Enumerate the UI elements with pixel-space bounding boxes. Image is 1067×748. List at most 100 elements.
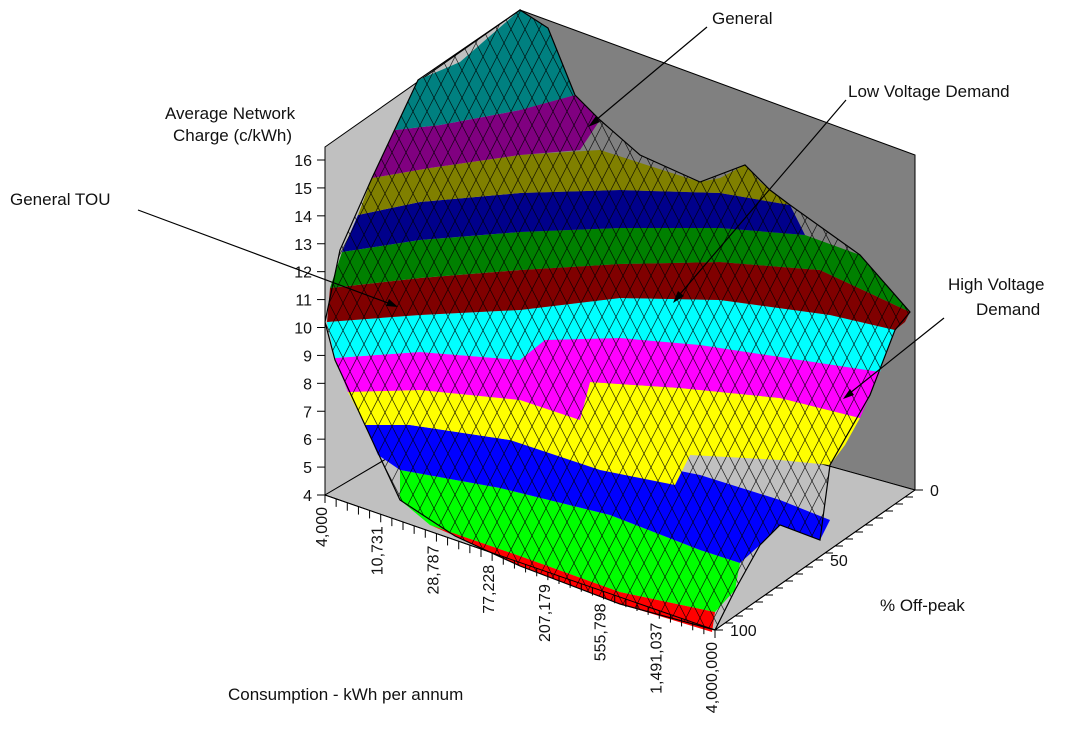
mesh-line xyxy=(0,0,64,743)
mesh-line xyxy=(0,0,106,743)
mesh-line xyxy=(325,10,611,630)
z-tick-label: 8 xyxy=(303,376,312,393)
mesh-line xyxy=(325,10,499,630)
surface-outline xyxy=(324,9,911,631)
mesh-line xyxy=(0,0,78,743)
z-tick-label: 4 xyxy=(303,488,312,505)
z-axis-title-line2: Charge (c/kWh) xyxy=(173,126,292,145)
surface-band xyxy=(400,470,740,612)
surface-band xyxy=(348,382,860,485)
surface-band xyxy=(335,338,880,420)
surface-band xyxy=(330,228,910,312)
annotation-high-voltage-label-line2: Demand xyxy=(976,300,1040,319)
y-axis-ticks: 0 50 100 xyxy=(715,483,939,640)
mesh-line xyxy=(325,10,639,630)
x-axis-line xyxy=(324,494,716,631)
mesh-line xyxy=(1028,0,1067,743)
surface-band xyxy=(358,150,790,215)
z-tick-label: 11 xyxy=(295,293,312,310)
mesh-line xyxy=(944,0,1067,743)
annotation-high-voltage-label-line1: High Voltage xyxy=(948,275,1044,294)
mesh-line xyxy=(325,10,583,630)
mesh-line xyxy=(0,0,8,743)
y-tick-label: 50 xyxy=(830,553,848,570)
annotation-general-arrowhead xyxy=(588,116,600,127)
z-tick-label: 7 xyxy=(303,404,312,421)
mesh-line xyxy=(972,0,1067,743)
surface-band xyxy=(372,95,600,178)
x-tick-label: 77,228 xyxy=(481,565,498,614)
mesh-line xyxy=(901,10,910,630)
mesh-line xyxy=(325,10,569,630)
y-axis-title: % Off-peak xyxy=(880,596,965,615)
z-tick-label: 9 xyxy=(303,348,312,365)
mesh-line xyxy=(0,0,176,743)
x-axis-ticks: 4,000 10,731 28,787 77,228 207,179 555,798 1,4… xyxy=(314,495,721,713)
y-tick-label: 0 xyxy=(930,483,939,500)
mesh-line xyxy=(0,0,36,743)
annotation-general-arrow xyxy=(589,26,708,126)
mesh-line xyxy=(0,0,22,743)
mesh-line xyxy=(325,10,471,630)
x-tick-label: 1,491,037 xyxy=(648,623,665,694)
mesh-line xyxy=(1042,0,1067,743)
mesh-line xyxy=(0,0,106,743)
annotation-low-voltage: Low Voltage Demand xyxy=(673,82,1010,303)
z-tick-label: 6 xyxy=(303,432,312,449)
mesh-line xyxy=(0,0,50,743)
mesh-line xyxy=(621,10,910,630)
annotation-high-voltage-arrow xyxy=(844,317,945,398)
mesh-line xyxy=(325,10,597,630)
mesh-line xyxy=(0,0,78,743)
mesh-line xyxy=(930,0,1067,743)
surface-band xyxy=(395,10,575,130)
mesh-line xyxy=(1014,0,1067,743)
z-tick-label: 5 xyxy=(303,460,312,477)
x-tick-label: 207,179 xyxy=(537,584,554,642)
mesh-line xyxy=(0,0,190,743)
mesh-line xyxy=(0,0,92,743)
annotation-high-voltage: High Voltage Demand xyxy=(843,275,1044,399)
z-tick-label: 14 xyxy=(294,209,312,226)
mesh-line xyxy=(0,0,8,743)
z-axis-title-line1: Average Network xyxy=(165,104,296,123)
mesh-line xyxy=(325,10,555,630)
mesh-line xyxy=(1000,0,1067,743)
z-tick-label: 16 xyxy=(294,153,312,170)
mesh-line xyxy=(958,0,1067,743)
mesh-line xyxy=(0,0,148,743)
x-tick-label: 10,731 xyxy=(370,526,387,575)
x-tick-label: 4,000,000 xyxy=(704,642,721,713)
annotation-general-label: General xyxy=(712,9,772,28)
mesh-line xyxy=(930,0,1067,743)
z-tick-label: 15 xyxy=(294,181,312,198)
mesh-line xyxy=(0,0,190,743)
annotation-general-tou-label: General TOU xyxy=(10,190,110,209)
mesh-line xyxy=(0,0,50,743)
mesh-line xyxy=(1000,0,1067,743)
mesh-line xyxy=(0,0,176,743)
surface-band xyxy=(365,425,830,563)
x-tick-label: 28,787 xyxy=(425,545,442,594)
mesh-line xyxy=(916,0,1067,743)
mesh-line xyxy=(325,10,485,630)
mesh-line xyxy=(0,0,162,743)
z-tick-label: 10 xyxy=(294,321,312,338)
mesh-line xyxy=(325,10,541,630)
mesh-line xyxy=(0,0,134,743)
mesh-line xyxy=(972,0,1067,743)
annotation-general-tou-arrowhead xyxy=(386,299,398,307)
mesh-line xyxy=(325,10,513,630)
annotation-general-tou-arrow xyxy=(137,209,397,307)
mesh-line xyxy=(0,0,22,743)
mesh-line xyxy=(1056,0,1067,743)
mesh-line xyxy=(958,0,1067,743)
x-tick-label: 555,798 xyxy=(593,603,610,661)
annotation-low-voltage-label: Low Voltage Demand xyxy=(848,82,1010,101)
mesh-line xyxy=(0,0,92,743)
y-tick-label: 100 xyxy=(730,623,757,640)
mesh-line xyxy=(944,0,1067,743)
annotation-general-tou: General TOU xyxy=(10,190,398,307)
mesh-line xyxy=(1028,0,1067,743)
